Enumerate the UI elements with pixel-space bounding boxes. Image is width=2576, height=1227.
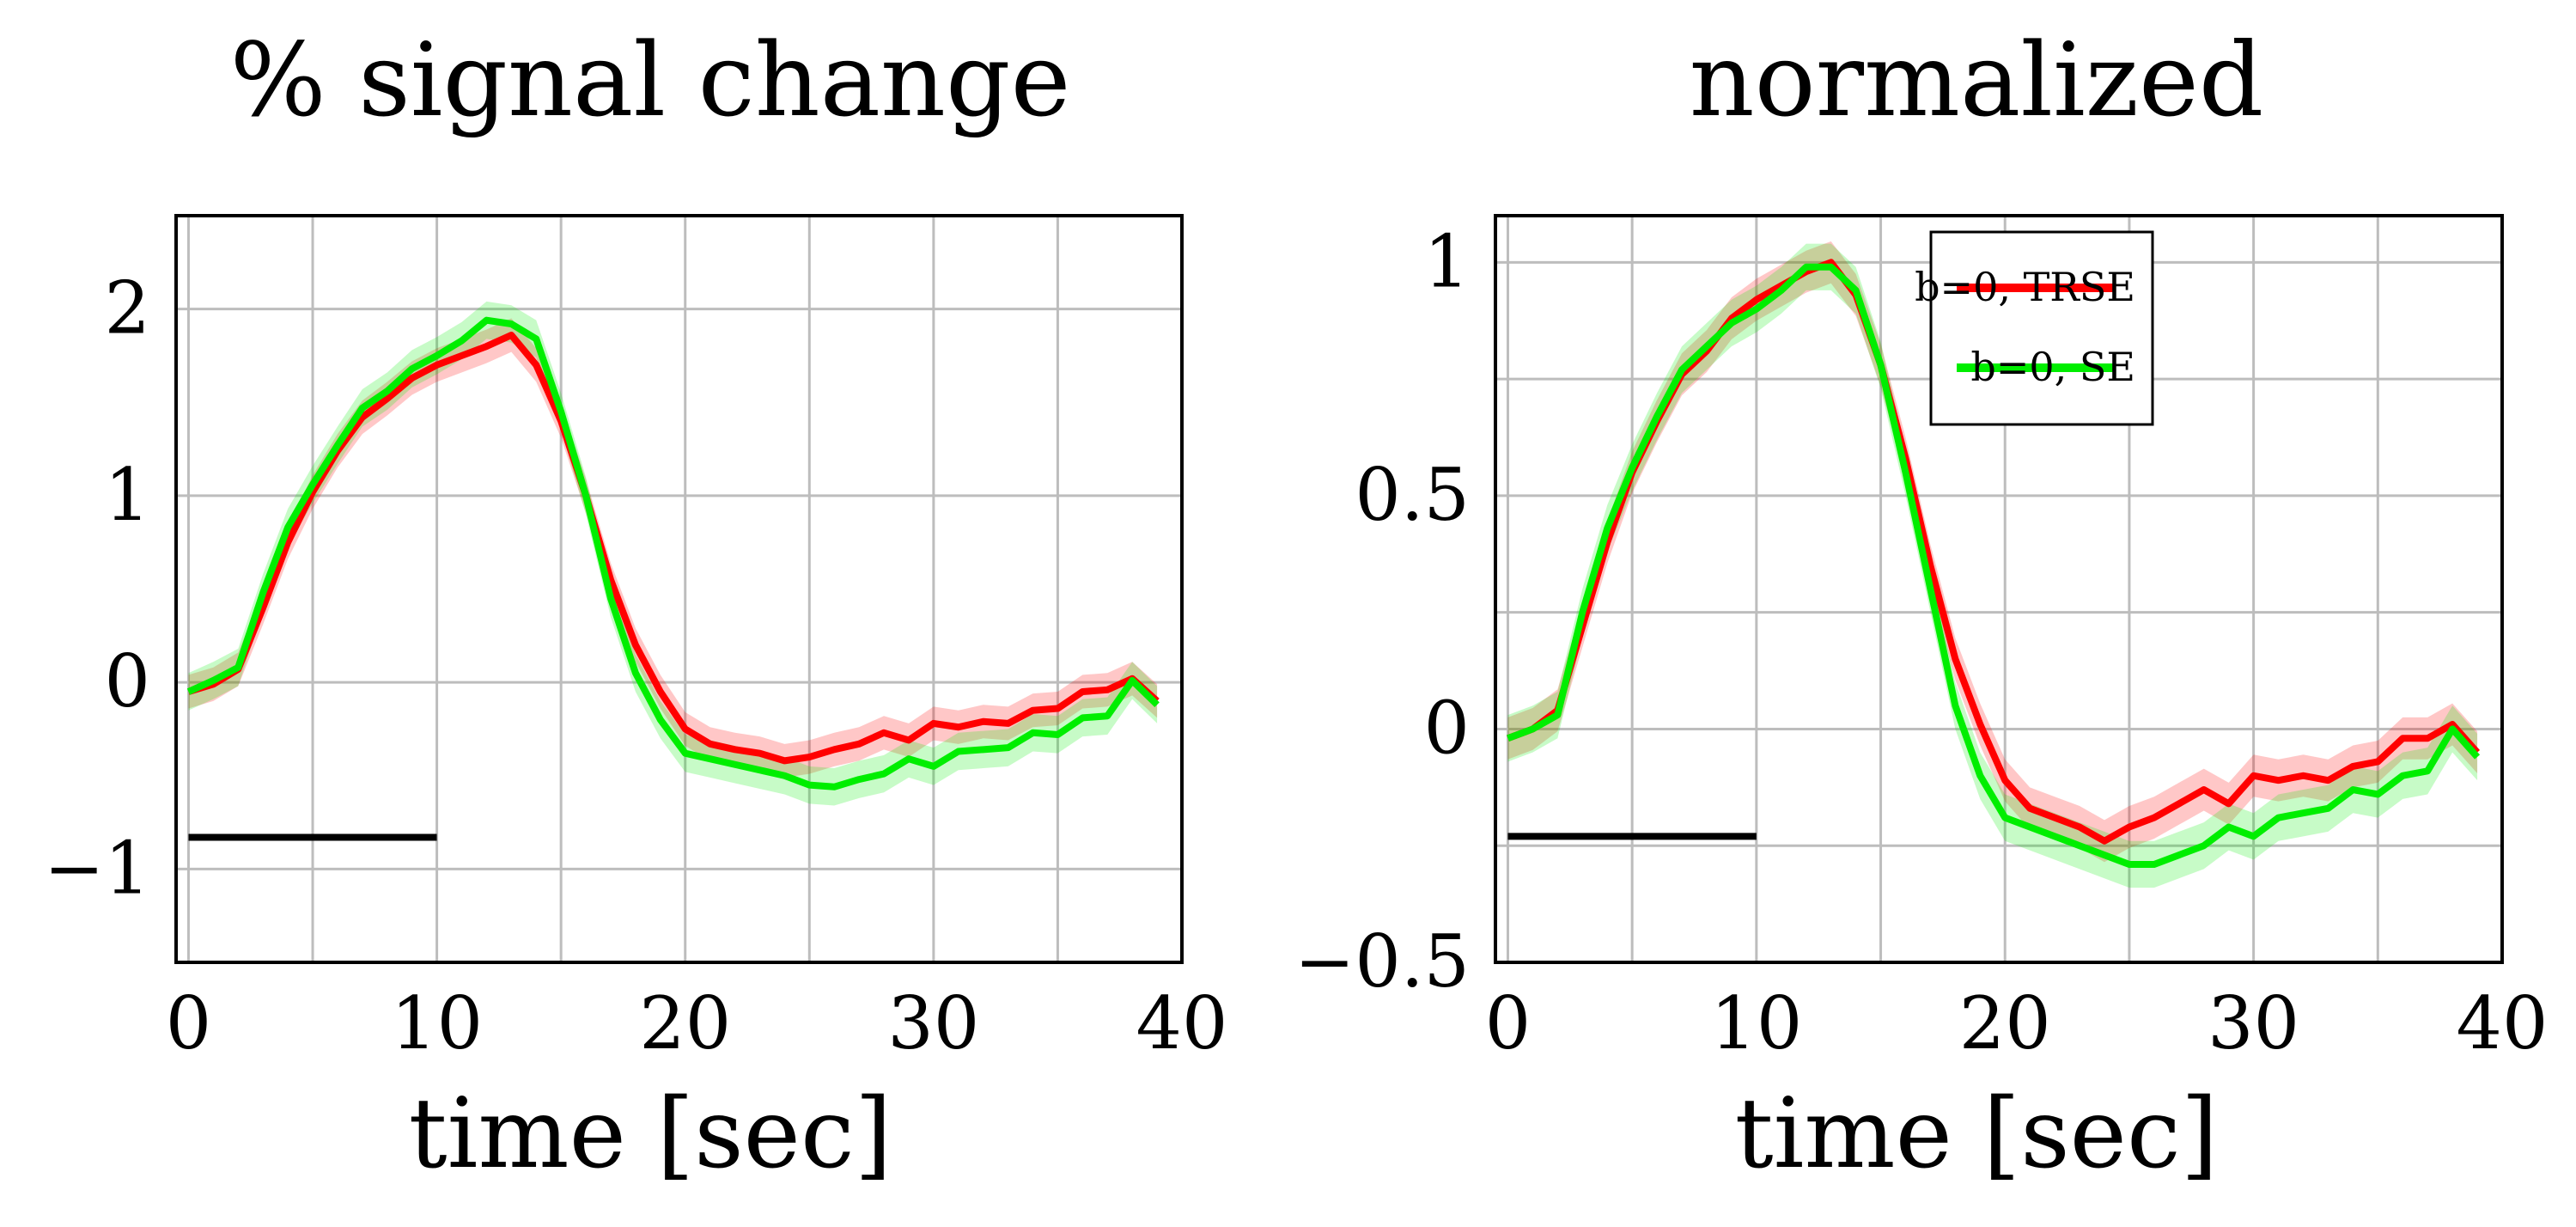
x-axis-label: time [sec]: [409, 1078, 892, 1190]
x-tick-label: 10: [391, 981, 483, 1065]
legend: b=0, TRSE b=0, SE: [1915, 230, 2154, 426]
legend-label: b=0, TRSE: [1915, 264, 2135, 310]
series-line-se: [186, 316, 1160, 791]
y-tick-label: −0.5: [1294, 919, 1470, 1004]
confidence-band-trse: [1507, 241, 2478, 863]
legend-label: b=0, SE: [1970, 344, 2135, 390]
plot-area: 0 10 20 30 40−0.500.51: [1294, 214, 2549, 1065]
plot-frame: [1494, 214, 2504, 964]
x-tick-label: 0: [1485, 981, 1531, 1065]
x-tick-label: 20: [639, 981, 731, 1065]
x-tick-label: 40: [1136, 981, 1228, 1065]
series-line-se: [1507, 263, 2481, 868]
x-axis-label: time [sec]: [1735, 1078, 2219, 1190]
x-tick-label: 30: [887, 981, 979, 1065]
y-tick-label: 1: [1424, 219, 1470, 303]
chart-title: % signal change: [230, 21, 1071, 139]
y-tick-label: 0: [1424, 686, 1470, 770]
chart-title: normalized: [1690, 21, 2264, 139]
confidence-band-se: [188, 301, 1158, 806]
x-tick-label: 0: [166, 981, 211, 1065]
y-tick-label: 0.5: [1355, 453, 1470, 537]
x-tick-label: 20: [1959, 981, 2051, 1065]
y-tick-label: 0: [105, 639, 150, 723]
plot-frame: [174, 214, 1184, 964]
x-tick-label: 10: [1710, 981, 1802, 1065]
series-line-trse: [187, 332, 1160, 765]
y-tick-label: 1: [105, 453, 150, 537]
x-tick-label: 40: [2457, 981, 2549, 1065]
y-tick-label: −1: [44, 826, 150, 910]
legend-box: [1929, 230, 2154, 426]
x-tick-label: 30: [2208, 981, 2299, 1065]
chart-panel-normalized: 0 10 20 30 40−0.500.51 normalized time [sec]…: [1294, 21, 2548, 1190]
y-tick-label: 2: [105, 266, 150, 351]
